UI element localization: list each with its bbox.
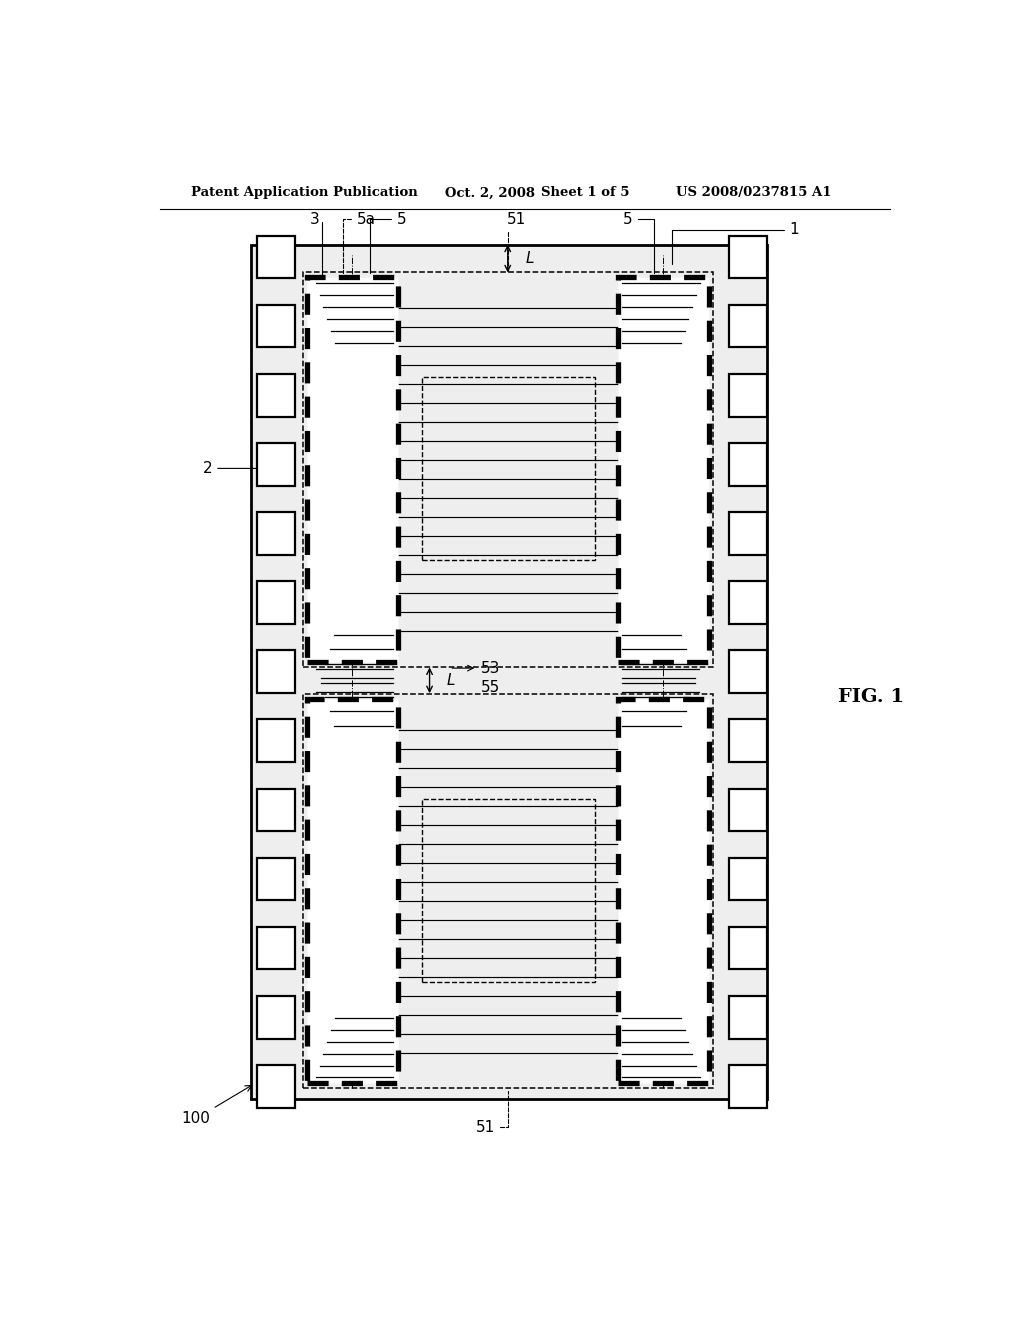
Bar (729, 1065, 767, 1107)
Bar (729, 444, 767, 486)
Bar (729, 512, 767, 554)
Bar (257, 858, 296, 900)
Bar (617, 277, 709, 661)
Bar (303, 694, 713, 1089)
Bar (257, 927, 296, 969)
Bar (257, 374, 296, 417)
Bar (729, 927, 767, 969)
Text: L: L (525, 251, 534, 267)
Bar (257, 995, 296, 1039)
Text: 51: 51 (475, 1092, 508, 1134)
Text: 1: 1 (673, 222, 800, 264)
Bar (422, 799, 595, 982)
Text: Patent Application Publication: Patent Application Publication (191, 186, 418, 199)
Text: 53: 53 (481, 660, 501, 676)
Text: 5: 5 (624, 213, 654, 272)
Text: 2: 2 (203, 461, 273, 477)
Bar (422, 378, 595, 560)
Bar (729, 788, 767, 832)
Bar (729, 858, 767, 900)
Bar (257, 651, 296, 693)
Text: US 2008/0237815 A1: US 2008/0237815 A1 (676, 186, 831, 199)
Bar (257, 444, 296, 486)
Text: 55: 55 (481, 680, 501, 696)
Text: 100: 100 (181, 1085, 252, 1126)
Bar (257, 1065, 296, 1107)
Bar (257, 305, 296, 347)
Bar (257, 512, 296, 554)
Bar (257, 788, 296, 832)
Text: Oct. 2, 2008: Oct. 2, 2008 (445, 186, 536, 199)
Bar (306, 700, 397, 1084)
Text: Sheet 1 of 5: Sheet 1 of 5 (541, 186, 629, 199)
Bar (251, 244, 767, 1098)
Text: FIG. 1: FIG. 1 (839, 688, 904, 706)
Text: 5a: 5a (343, 213, 376, 272)
Bar (306, 277, 397, 661)
Text: 5: 5 (371, 213, 407, 272)
Bar (617, 700, 709, 1084)
Bar (729, 305, 767, 347)
Text: L: L (447, 673, 456, 688)
Bar (257, 236, 296, 279)
Bar (303, 272, 713, 667)
Text: 51: 51 (507, 213, 526, 272)
Bar (729, 581, 767, 624)
Bar (257, 719, 296, 762)
Bar (729, 651, 767, 693)
Bar (729, 374, 767, 417)
Bar (729, 995, 767, 1039)
Bar (729, 719, 767, 762)
Bar (729, 236, 767, 279)
Text: 3: 3 (309, 213, 323, 315)
Bar (257, 581, 296, 624)
